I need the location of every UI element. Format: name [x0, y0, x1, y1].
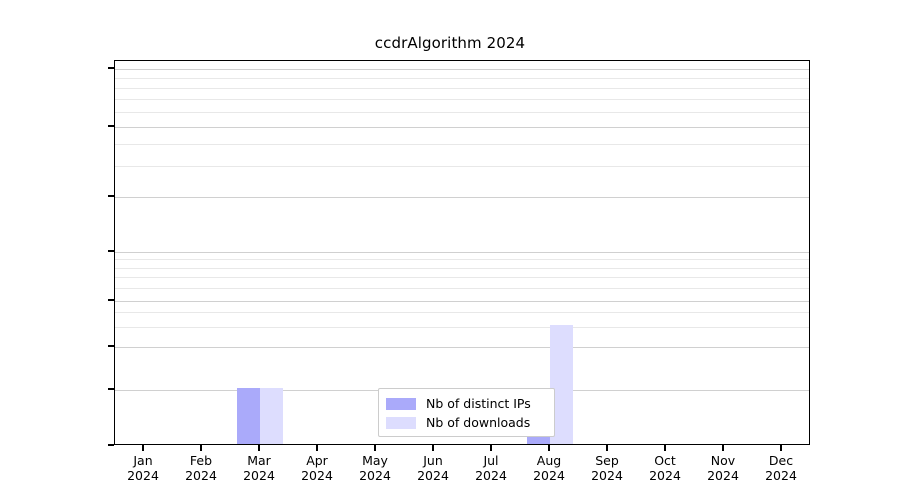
x-tick-mark [548, 445, 550, 451]
x-tick-label-month: Jul [483, 453, 499, 468]
x-tick-label-year: 2024 [359, 468, 391, 483]
x-tick-label-year: 2024 [591, 468, 623, 483]
x-tick-label-month: Feb [189, 453, 213, 468]
plot-area [114, 60, 810, 445]
x-tick-label-month: Sep [595, 453, 619, 468]
gridline [115, 277, 809, 278]
x-tick-mark [780, 445, 782, 451]
legend-label: Nb of distinct IPs [426, 396, 531, 411]
x-tick-label-year: 2024 [765, 468, 797, 483]
x-tick-mark [432, 445, 434, 451]
x-tick-label: Apr 2024 [277, 453, 357, 483]
gridline [115, 88, 809, 89]
x-tick-mark [374, 445, 376, 451]
gridline [115, 127, 809, 128]
x-tick-mark [258, 445, 260, 451]
x-tick-label-year: 2024 [475, 468, 507, 483]
x-tick-mark [200, 445, 202, 451]
x-tick-label-month: Nov [710, 453, 736, 468]
x-tick-label: Aug 2024 [509, 453, 589, 483]
x-tick-label: Jun 2024 [393, 453, 473, 483]
x-tick-label-month: Aug [536, 453, 562, 468]
gridline [115, 301, 809, 302]
x-tick-label-year: 2024 [243, 468, 275, 483]
x-tick-mark [142, 445, 144, 451]
gridline [115, 259, 809, 260]
x-tick-mark [722, 445, 724, 451]
page-title: ccdrAlgorithm 2024 [374, 34, 526, 52]
legend-swatch-icon [386, 397, 416, 410]
bar-mar-ips [237, 388, 260, 444]
x-tick-label-month: Jan [133, 453, 153, 468]
x-tick-label: Jan 2024 [103, 453, 183, 483]
x-tick-label-year: 2024 [533, 468, 565, 483]
x-tick-label: Mar 2024 [219, 453, 299, 483]
legend-swatch-icon [386, 416, 416, 429]
x-tick-label-year: 2024 [301, 468, 333, 483]
x-tick-mark [490, 445, 492, 451]
legend-item: Nb of distinct IPs [386, 394, 547, 413]
x-tick-label-year: 2024 [185, 468, 217, 483]
x-tick-label-year: 2024 [707, 468, 739, 483]
x-tick-label: Jul 2024 [451, 453, 531, 483]
gridline [115, 288, 809, 289]
gridline [115, 327, 809, 328]
bar-mar-downloads [260, 388, 283, 444]
x-tick-label-month: Mar [247, 453, 271, 468]
gridline [115, 166, 809, 167]
gridline [115, 144, 809, 145]
gridline [115, 78, 809, 79]
x-tick-label: Nov 2024 [683, 453, 763, 483]
gridline [115, 252, 809, 253]
x-tick-mark [606, 445, 608, 451]
x-tick-label: Feb 2024 [161, 453, 241, 483]
x-tick-label: May 2024 [335, 453, 415, 483]
gridline [115, 268, 809, 269]
x-tick-label: Oct 2024 [625, 453, 705, 483]
x-tick-label-month: Oct [654, 453, 676, 468]
x-tick-label-year: 2024 [417, 468, 449, 483]
x-tick-label-month: Apr [306, 453, 328, 468]
x-tick-label-year: 2024 [649, 468, 681, 483]
x-tick-label-year: 2024 [127, 468, 159, 483]
x-tick-label-month: Jun [423, 453, 443, 468]
legend-item: Nb of downloads [386, 413, 547, 432]
x-tick-label: Dec 2024 [741, 453, 821, 483]
gridline [115, 197, 809, 198]
gridline [115, 99, 809, 100]
x-tick-mark [664, 445, 666, 451]
gridline [115, 69, 809, 70]
bar-aug-downloads [550, 324, 573, 444]
gridline [115, 347, 809, 348]
gridline [115, 312, 809, 313]
x-tick-mark [316, 445, 318, 451]
x-tick-label-month: May [362, 453, 388, 468]
x-tick-label: Sep 2024 [567, 453, 647, 483]
legend-label: Nb of downloads [426, 415, 531, 430]
gridline [115, 112, 809, 113]
chart-legend: Nb of distinct IPs Nb of downloads [378, 388, 555, 437]
x-tick-label-month: Dec [768, 453, 794, 468]
